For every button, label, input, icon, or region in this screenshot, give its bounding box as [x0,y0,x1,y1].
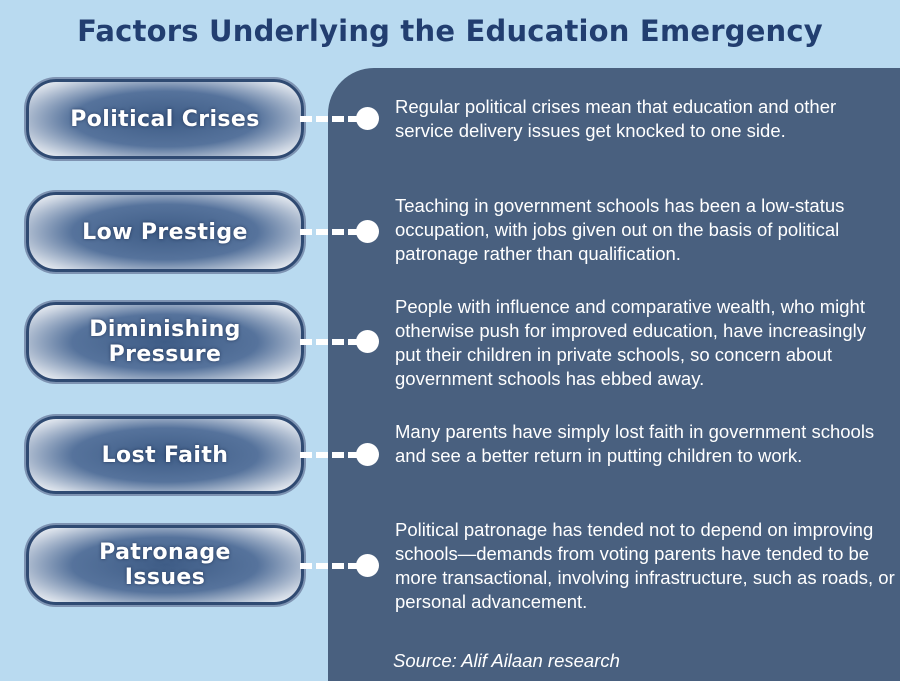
dashed-line [300,116,360,122]
dashed-line [300,229,360,235]
factor-box-political-crises: Political Crises [26,79,304,159]
factor-label: Political Crises [70,106,260,132]
connector-dot [356,443,379,466]
factor-label: Diminishing Pressure [89,317,241,367]
dashed-line [300,339,360,345]
factor-box-diminishing-pressure: Diminishing Pressure [26,302,304,382]
factor-label: Lost Faith [101,442,229,468]
connector-dot [356,554,379,577]
connector-dot [356,220,379,243]
connector-dot [356,330,379,353]
page-title: Factors Underlying the Education Emergen… [77,14,823,48]
factor-label: Low Prestige [82,219,248,245]
connector-political-crises [300,107,380,131]
factor-description: People with influence and comparative we… [395,296,866,389]
dashed-line [300,452,360,458]
description-panel [328,68,900,681]
dashed-line [300,563,360,569]
connector-diminishing-pressure [300,330,380,354]
factor-description: Many parents have simply lost faith in g… [395,421,875,466]
factor-description: Teaching in government schools has been … [395,195,845,264]
factor-label: Patronage Issues [99,540,231,590]
connector-low-prestige [300,220,380,244]
connector-dot [356,107,379,130]
factor-description: Regular political crises mean that educa… [395,96,837,141]
factor-box-low-prestige: Low Prestige [26,192,304,272]
factor-description: Political patronage has tended not to de… [395,519,895,612]
factor-box-lost-faith: Lost Faith [26,416,304,494]
factor-box-patronage-issues: Patronage Issues [26,525,304,605]
connector-patronage-issues [300,554,380,578]
source-note: Source: Alif Ailaan research [393,650,620,671]
connector-lost-faith [300,443,380,467]
